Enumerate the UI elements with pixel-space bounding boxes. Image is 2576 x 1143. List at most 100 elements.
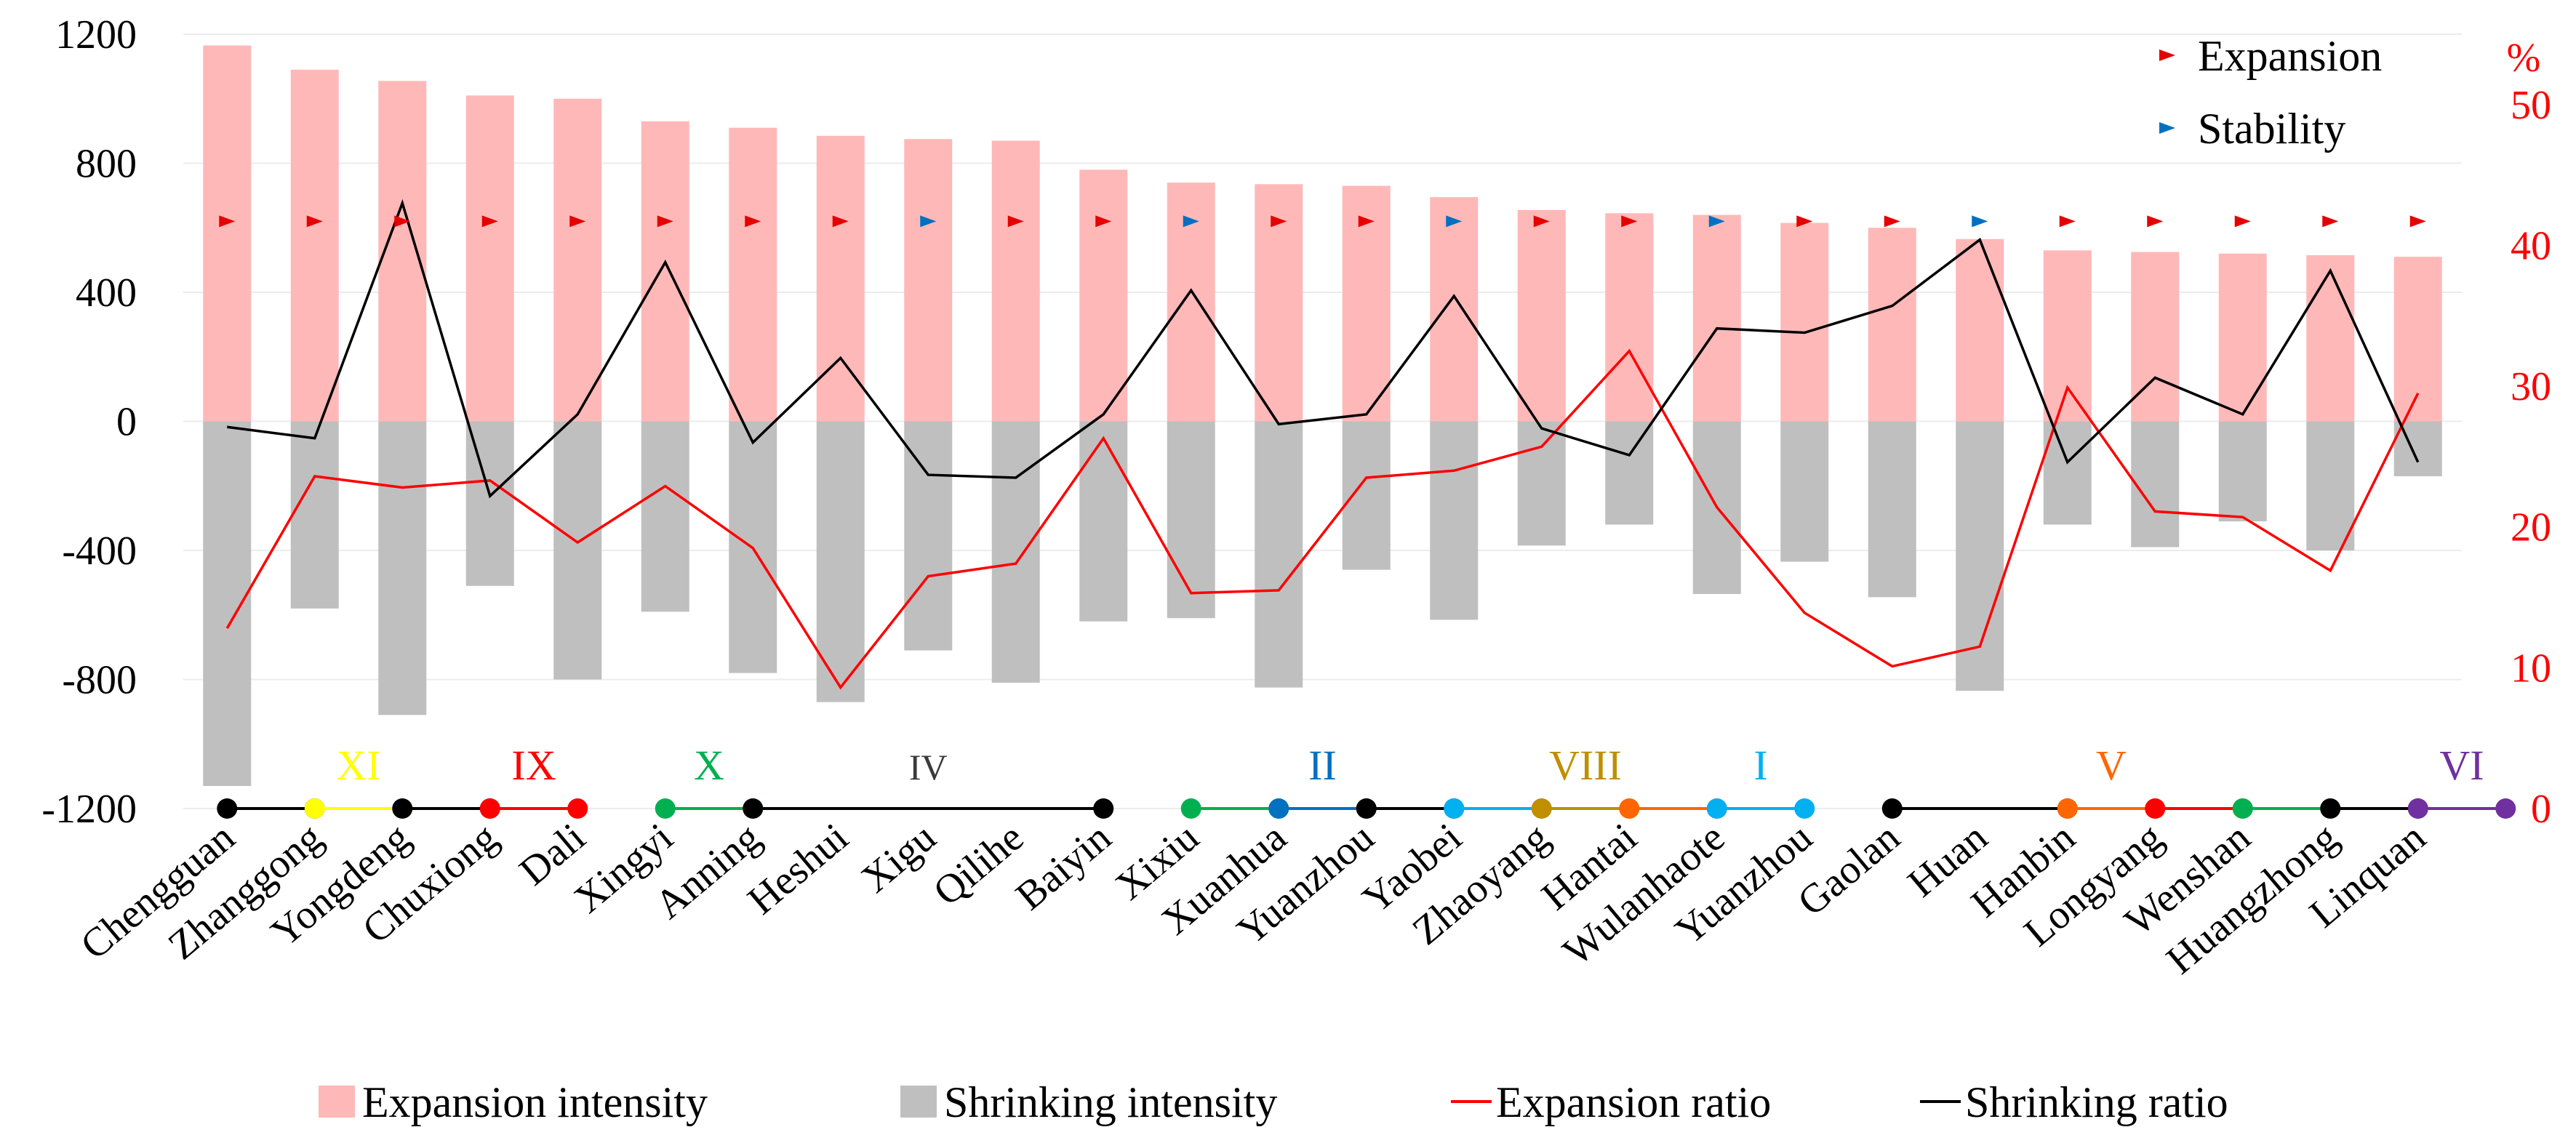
shrinking-bar bbox=[378, 421, 427, 715]
group-label: I bbox=[1753, 742, 1767, 789]
category-label: Heshui bbox=[740, 814, 857, 923]
y2-tick-label: 50 bbox=[2511, 83, 2551, 128]
expansion-bar bbox=[1780, 222, 1829, 422]
group-label: IX bbox=[511, 742, 556, 789]
type-markers bbox=[219, 215, 2426, 228]
expansion-bar bbox=[2218, 253, 2267, 422]
legend-swatch bbox=[319, 1086, 355, 1118]
shrinking-bar bbox=[203, 421, 252, 786]
expansion-marker bbox=[306, 215, 323, 228]
expansion-marker bbox=[1884, 215, 1900, 228]
y2-tick-label: 0 bbox=[2531, 787, 2551, 832]
shrinking-bar bbox=[1255, 421, 1303, 688]
expansion-marker bbox=[394, 215, 411, 228]
expansion-marker bbox=[1095, 215, 1112, 228]
legends: Expansion Stability Expansion intensity Shr… bbox=[319, 32, 2382, 1126]
shrinking-bar bbox=[1605, 421, 1654, 525]
shrinking-bar bbox=[553, 421, 602, 680]
stability-marker bbox=[1972, 215, 1988, 228]
group-label: IV bbox=[909, 747, 948, 787]
expansion-ratio-line bbox=[225, 348, 2420, 690]
shrinking-bar bbox=[1079, 421, 1128, 622]
expansion-marker bbox=[2322, 215, 2339, 228]
stability-marker bbox=[920, 215, 937, 228]
expansion-bar bbox=[2131, 252, 2180, 422]
marker-legend-label: Expansion bbox=[2198, 32, 2382, 80]
y-tick-label: 400 bbox=[76, 270, 137, 316]
shrinking-bar bbox=[1342, 421, 1391, 570]
expansion-marker bbox=[1271, 215, 1287, 228]
y-tick-label: -800 bbox=[62, 658, 137, 703]
expansion-marker bbox=[745, 215, 761, 228]
shrinking-bar bbox=[1430, 421, 1479, 620]
shrinking-bar bbox=[2131, 421, 2180, 548]
expansion-marker bbox=[1007, 215, 1024, 228]
y-tick-label: -1200 bbox=[41, 787, 137, 832]
group-endpoint bbox=[1706, 798, 1727, 819]
group-endpoint bbox=[655, 798, 676, 819]
expansion-bar bbox=[2043, 250, 2092, 422]
shrinking-bar bbox=[816, 421, 865, 702]
group-endpoint bbox=[1180, 798, 1201, 819]
stability-marker bbox=[1708, 215, 1725, 228]
expansion-marker bbox=[219, 215, 236, 228]
shrinking-bar bbox=[290, 421, 339, 609]
y2-tick-label: 20 bbox=[2511, 505, 2551, 550]
group-label: XI bbox=[336, 742, 380, 789]
group-endpoint bbox=[217, 798, 238, 819]
expansion-bar bbox=[641, 121, 689, 422]
shrinking-bar bbox=[641, 421, 689, 612]
group-endpoint bbox=[2057, 798, 2078, 819]
grid-lines bbox=[183, 33, 2462, 809]
expansion-bar bbox=[290, 69, 339, 422]
group-endpoint bbox=[567, 798, 588, 819]
group-endpoint bbox=[1794, 798, 1815, 819]
expansion-bar bbox=[904, 139, 953, 422]
ratio-lines bbox=[225, 198, 2420, 690]
shrinking-bar bbox=[1868, 421, 1916, 598]
group-label: VI bbox=[2439, 742, 2484, 789]
shrinking-bar bbox=[2393, 421, 2442, 476]
expansion-bar bbox=[1692, 214, 1741, 422]
category-label: Baiyin bbox=[1007, 814, 1119, 918]
y-tick-label: -400 bbox=[62, 529, 137, 574]
y-tick-label: 800 bbox=[76, 142, 137, 187]
y2-tick-label: 10 bbox=[2511, 646, 2551, 691]
expansion-marker bbox=[2059, 215, 2076, 228]
expansion-bar bbox=[1517, 209, 1566, 422]
cluster-groups: XI IX X IV II VIII I V VI bbox=[217, 742, 2516, 819]
group-endpoint bbox=[2407, 798, 2428, 819]
stability-marker bbox=[1446, 215, 1463, 228]
marker-legend-label: Stability bbox=[2198, 105, 2345, 153]
expansion-bar bbox=[553, 98, 602, 422]
group-endpoint bbox=[743, 798, 764, 819]
group-label: VIII bbox=[1549, 742, 1622, 789]
expansion-bar bbox=[1079, 169, 1128, 422]
expansion-bar bbox=[1868, 228, 1916, 422]
expansion-bar bbox=[1430, 197, 1479, 422]
shrinking-bar bbox=[2218, 421, 2267, 522]
group-endpoint bbox=[1531, 798, 1552, 819]
shrinking-bar bbox=[1780, 421, 1829, 562]
expansion-bar bbox=[2306, 254, 2355, 422]
group-endpoint bbox=[1268, 798, 1289, 819]
group-endpoint bbox=[2232, 798, 2253, 819]
legend-label: Expansion ratio bbox=[1496, 1078, 1771, 1126]
shrinking-ratio-line bbox=[227, 198, 2420, 499]
y-tick-label: 1200 bbox=[55, 12, 137, 57]
shrinking-bar bbox=[465, 421, 514, 586]
group-endpoint bbox=[1881, 798, 1903, 819]
group-endpoint bbox=[2495, 798, 2516, 819]
legend-label: Shrinking ratio bbox=[1965, 1078, 2228, 1126]
stability-marker bbox=[1183, 215, 1199, 228]
legend-stability-marker bbox=[2159, 122, 2175, 134]
expansion-bar bbox=[2393, 257, 2442, 422]
expansion-bar bbox=[203, 45, 252, 422]
y2-tick-label: 40 bbox=[2511, 223, 2551, 268]
category-label: Qilihe bbox=[925, 814, 1032, 914]
group-endpoint bbox=[392, 798, 413, 819]
y2-unit-label: % bbox=[2507, 36, 2541, 81]
shrinking-bar bbox=[1167, 421, 1215, 619]
shrinking-bar bbox=[1517, 421, 1566, 546]
